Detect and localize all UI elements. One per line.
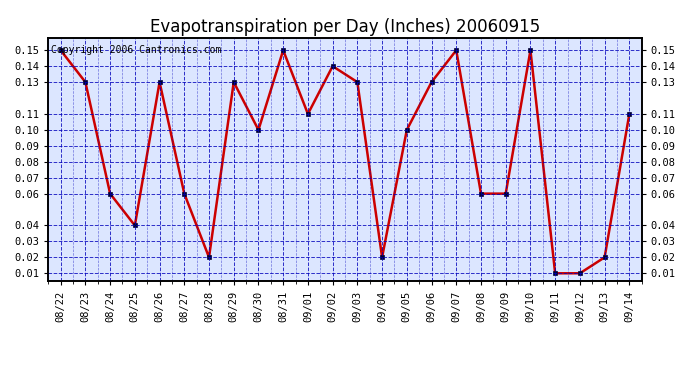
- Title: Evapotranspiration per Day (Inches) 20060915: Evapotranspiration per Day (Inches) 2006…: [150, 18, 540, 36]
- Text: Copyright 2006 Cantronics.com: Copyright 2006 Cantronics.com: [51, 45, 221, 55]
